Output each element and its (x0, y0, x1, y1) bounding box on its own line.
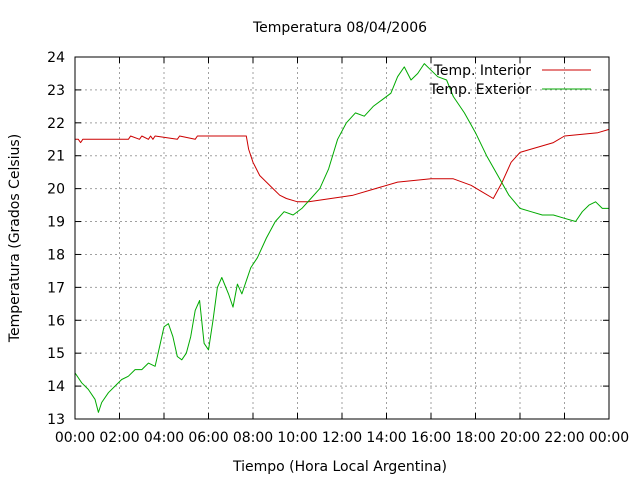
x-axis-label: Tiempo (Hora Local Argentina) (232, 459, 447, 475)
x-tick-label: 20:00 (500, 430, 540, 446)
x-tick-label: 00:00 (55, 430, 95, 446)
x-tick-label: 12:00 (322, 430, 362, 446)
x-tick-label: 08:00 (233, 430, 273, 446)
series-line-exterior (74, 63, 609, 413)
x-tick-label: 04:00 (144, 430, 184, 446)
y-tick-label: 21 (47, 149, 65, 165)
x-tick-label: 22:00 (544, 430, 584, 446)
x-tick-label: 18:00 (455, 430, 495, 446)
y-tick-label: 17 (47, 280, 65, 296)
x-tick-label: 06:00 (188, 430, 228, 446)
y-axis-label: Temperatura (Grados Celsius) (7, 134, 23, 343)
y-tick-label: 14 (47, 379, 65, 395)
plot-frame (74, 56, 610, 420)
legend-label: Temp. Exterior (429, 82, 532, 98)
y-tick-label: 13 (47, 412, 65, 428)
y-tick-label: 23 (47, 83, 65, 99)
x-tick-label: 16:00 (411, 430, 451, 446)
y-tick-label: 19 (47, 215, 65, 231)
legend: Temp. Interior Temp. Exterior (429, 63, 591, 98)
series-line-interior (75, 128, 610, 203)
legend-label: Temp. Interior (433, 63, 532, 79)
y-tick-label: 15 (47, 346, 65, 362)
grid-lines (75, 57, 609, 419)
y-tick-label: 20 (47, 182, 65, 198)
y-tick-label: 16 (47, 313, 65, 329)
x-tick-label: 02:00 (99, 430, 139, 446)
y-tick-label: 18 (47, 247, 65, 263)
x-tick-label: 14:00 (366, 430, 406, 446)
y-tick-label: 24 (47, 50, 65, 66)
series-group (74, 63, 610, 413)
chart-title: Temperatura 08/04/2006 (252, 20, 427, 36)
tick-labels: 00:00 02:00 04:00 06:00 08:00 10:00 12:00 14:00… (47, 50, 629, 446)
x-tick-label: 10:00 (277, 430, 317, 446)
y-tick-label: 22 (47, 116, 65, 132)
x-tick-label: 00:00 (589, 430, 629, 446)
